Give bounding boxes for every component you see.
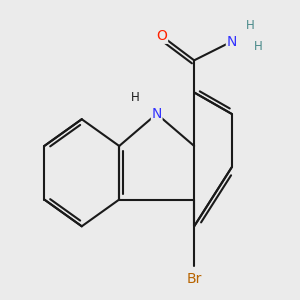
Text: H: H — [246, 19, 255, 32]
Text: O: O — [157, 29, 167, 43]
Text: N: N — [152, 107, 162, 121]
Text: N: N — [226, 34, 237, 49]
Text: Br: Br — [187, 272, 202, 286]
Text: H: H — [131, 91, 140, 104]
Text: H: H — [254, 40, 263, 53]
